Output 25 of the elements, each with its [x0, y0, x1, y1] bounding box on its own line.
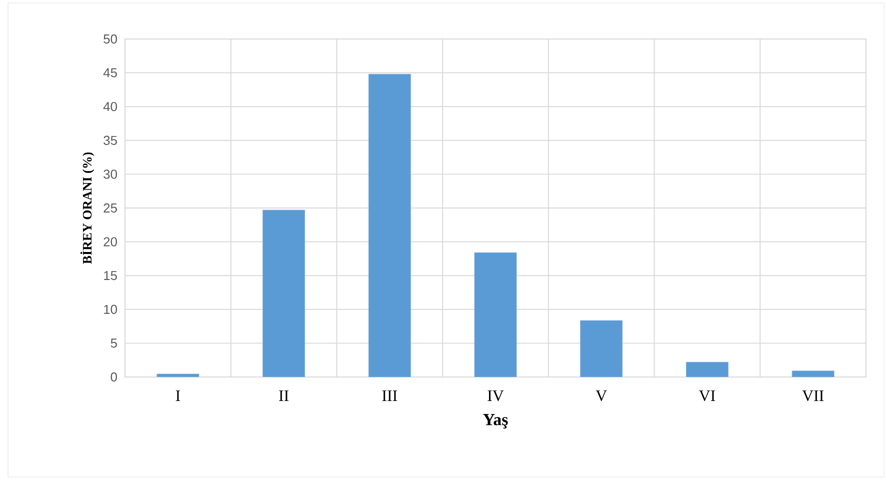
y-tick-label: 0 [110, 372, 117, 382]
y-axis-title: BİREY ORANI (%) [80, 152, 94, 264]
bar [686, 362, 728, 377]
bar [474, 252, 517, 377]
bar [580, 320, 623, 377]
x-tick-label: V [596, 390, 607, 402]
x-tick-label: I [176, 390, 180, 401]
y-tick-label: 25 [104, 203, 117, 213]
y-tick-label: 20 [104, 237, 117, 246]
x-tick-label: III [382, 390, 398, 401]
bar [368, 74, 411, 377]
x-axis-title: Yaş [483, 414, 508, 429]
x-tick-label: IV [488, 390, 504, 402]
y-tick-label: 40 [103, 102, 117, 112]
y-tick-label: 35 [104, 136, 117, 145]
y-tick-label: 45 [103, 68, 117, 78]
y-tick-label: 5 [110, 338, 117, 348]
x-tick-label: II [279, 390, 289, 401]
y-tick-label: 30 [104, 170, 117, 179]
x-tick-label: VII [802, 390, 824, 402]
y-tick-label: 50 [104, 34, 117, 44]
y-tick-label: 15 [104, 271, 117, 280]
y-tick-label: 10 [104, 304, 117, 314]
bar [262, 210, 305, 377]
x-tick-label: VI [698, 390, 716, 402]
